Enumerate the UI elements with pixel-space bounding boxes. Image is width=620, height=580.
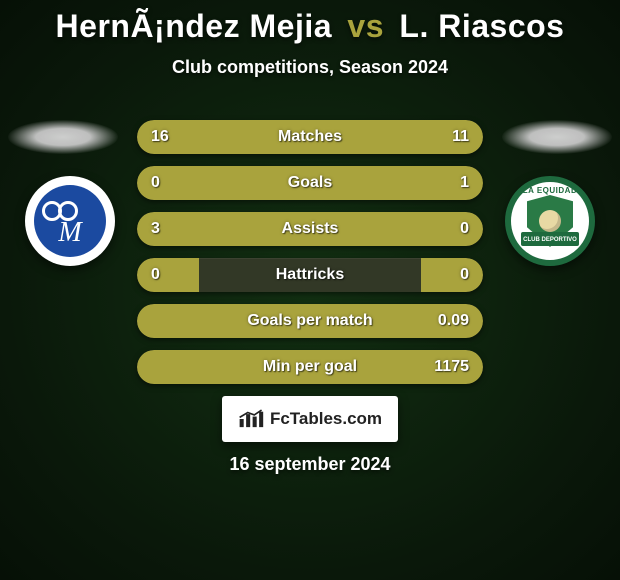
stat-row: Hattricks0 0 — [137, 258, 483, 292]
millonarios-letter: M — [34, 217, 106, 249]
stat-row: Assists3 0 — [137, 212, 483, 246]
club-badge-right: LA EQUIDAD CLUB DEPORTIVO — [505, 176, 595, 266]
stat-value-left: 0 — [151, 258, 160, 292]
stat-label: Goals — [137, 166, 483, 200]
stat-row: Goals per match0.09 — [137, 304, 483, 338]
millonarios-crest: M — [25, 176, 115, 266]
stat-value-right: 11 — [452, 120, 469, 154]
stat-row: Matches16 11 — [137, 120, 483, 154]
equidad-ribbon: CLUB DEPORTIVO — [521, 232, 579, 246]
title-player-2: L. Riascos — [399, 8, 564, 44]
player-shadow-right — [502, 120, 612, 154]
equidad-crest: LA EQUIDAD CLUB DEPORTIVO — [505, 176, 595, 266]
stat-value-right: 1 — [460, 166, 469, 200]
equidad-top-text: LA EQUIDAD — [511, 186, 589, 195]
equidad-ball-icon — [539, 210, 561, 232]
stat-label: Assists — [137, 212, 483, 246]
stat-label: Matches — [137, 120, 483, 154]
stat-value-left: 3 — [151, 212, 160, 246]
stat-value-right: 0 — [460, 212, 469, 246]
stat-label: Hattricks — [137, 258, 483, 292]
fctables-badge[interactable]: FcTables.com — [222, 396, 398, 442]
date-label: 16 september 2024 — [0, 454, 620, 475]
stat-value-left: 16 — [151, 120, 169, 154]
equidad-bottom-text: CLUB DEPORTIVO — [521, 237, 579, 243]
page-title: HernÃ¡ndez Mejia vs L. Riascos — [0, 8, 620, 45]
fctables-label: FcTables.com — [270, 409, 382, 429]
stat-label: Min per goal — [137, 350, 483, 384]
stat-value-right: 1175 — [434, 350, 469, 384]
club-badge-left: M — [25, 176, 115, 266]
stat-bars: Matches1611Goals01Assists30Hattricks00Go… — [137, 120, 483, 396]
comparison-card: HernÃ¡ndez Mejia vs L. Riascos Club comp… — [0, 0, 620, 580]
title-player-1: HernÃ¡ndez Mejia — [56, 8, 332, 44]
player-shadow-left — [8, 120, 118, 154]
subtitle: Club competitions, Season 2024 — [0, 57, 620, 78]
stat-row: Min per goal1175 — [137, 350, 483, 384]
stat-value-right: 0 — [460, 258, 469, 292]
stat-value-left: 0 — [151, 166, 160, 200]
stat-label: Goals per match — [137, 304, 483, 338]
stat-value-right: 0.09 — [438, 304, 469, 338]
stat-row: Goals0 1 — [137, 166, 483, 200]
fctables-chart-icon — [238, 408, 264, 430]
title-vs: vs — [347, 8, 384, 44]
millonarios-inner: M — [34, 185, 106, 257]
